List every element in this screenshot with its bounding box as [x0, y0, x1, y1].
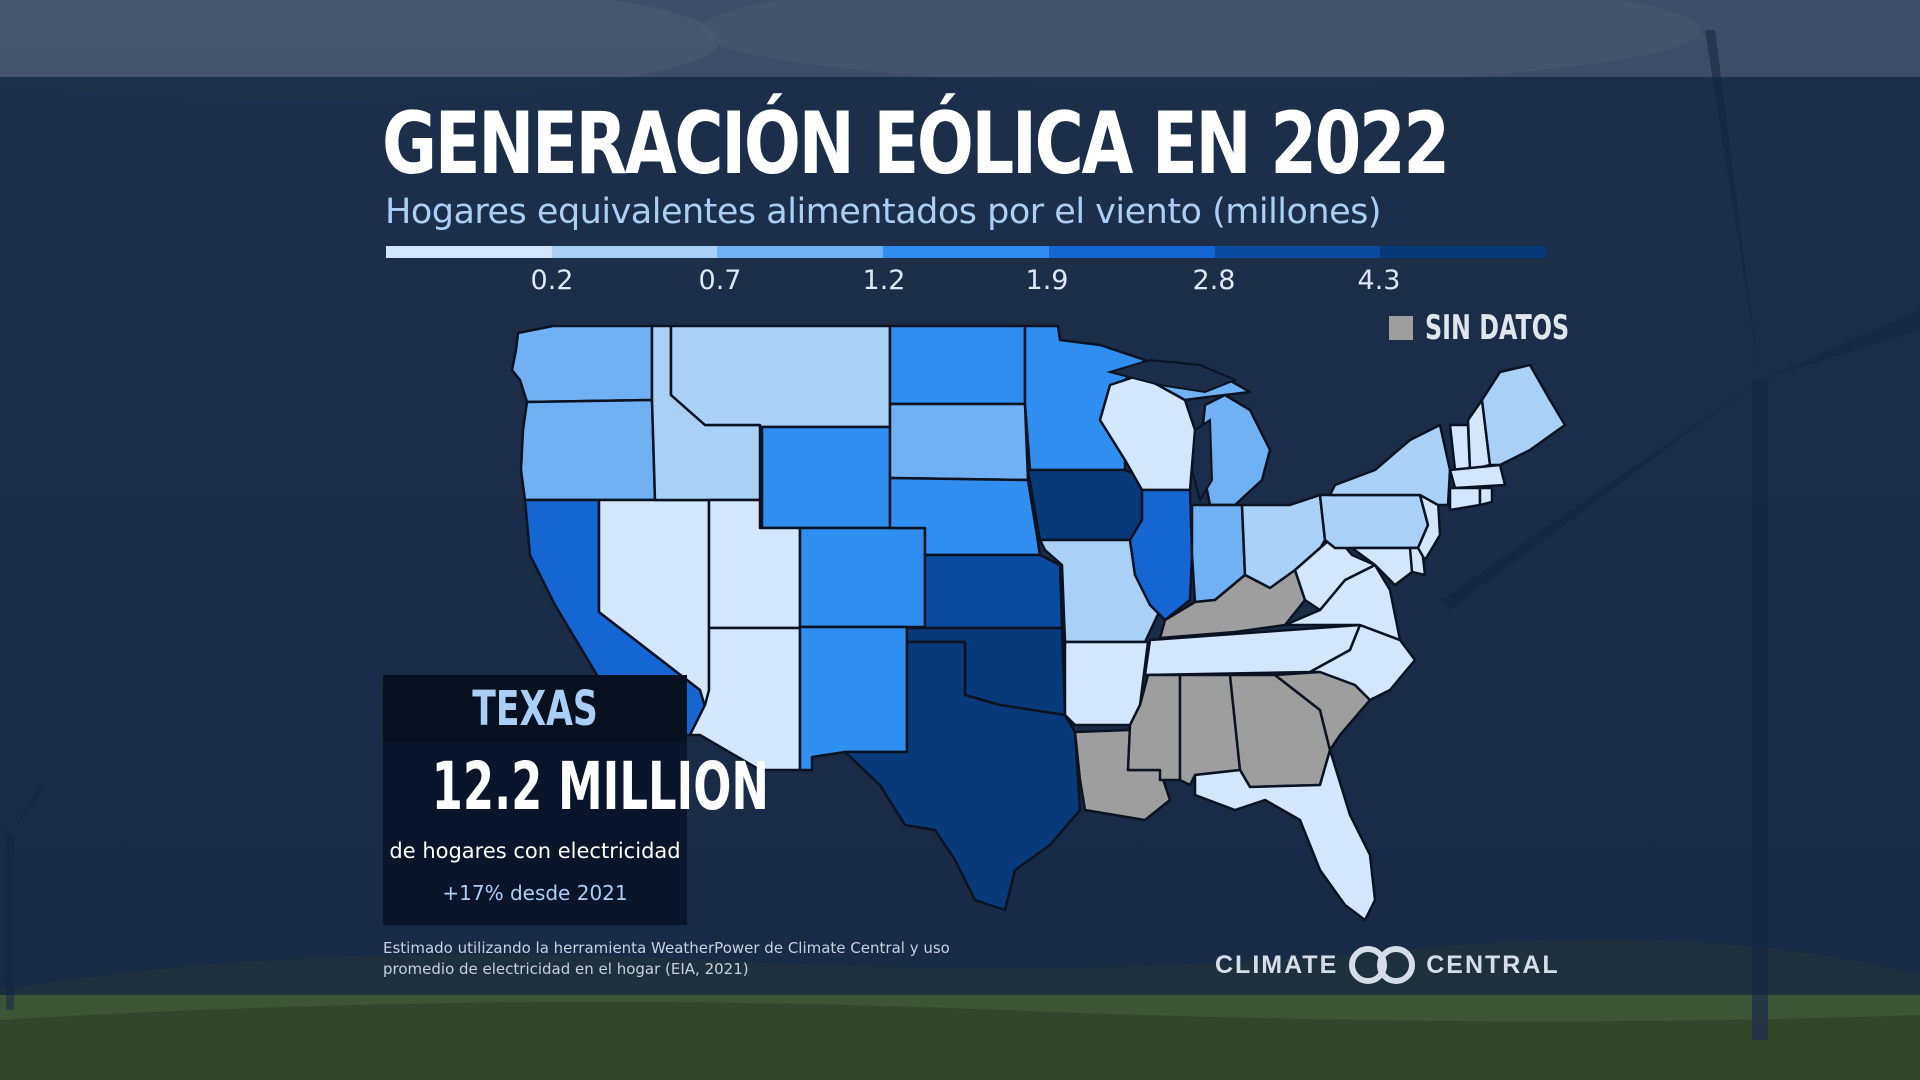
state-kansas: [923, 553, 1064, 630]
state-south-dakota: [888, 402, 1030, 482]
climate-central-logo: CLIMATE CENTRAL: [1215, 940, 1560, 990]
state-montana: [669, 324, 892, 429]
callout-header: TEXAS: [383, 675, 687, 742]
no-data-label: SIN DATOS: [1425, 308, 1570, 348]
state-north-dakota: [888, 324, 1027, 406]
legend-swatch-4: [883, 246, 1049, 258]
state-connecticut: [1448, 486, 1482, 512]
state-new-mexico: [798, 625, 909, 772]
legend-tick-label: 1.2: [862, 265, 906, 296]
brand-word-left: CLIMATE: [1215, 950, 1339, 979]
legend-swatch-1: [386, 246, 552, 258]
state-pennsylvania: [1318, 493, 1430, 550]
legend-swatch-5: [1048, 246, 1215, 258]
state-maine: [1480, 363, 1567, 467]
legend-tick-label: 2.8: [1192, 265, 1236, 296]
state-vermont: [1448, 423, 1472, 472]
legend-swatch-2: [551, 246, 718, 258]
brand-word-right: CENTRAL: [1426, 950, 1560, 979]
callout-description: de hogares con electricidad: [389, 839, 681, 863]
no-data-swatch: [1389, 316, 1413, 340]
color-legend: [386, 246, 1547, 258]
state-washington: [510, 324, 654, 404]
state-iowa: [1026, 468, 1144, 542]
lake-michigan: [1190, 418, 1214, 503]
great-lakes: [1106, 358, 1238, 503]
state-texas: [843, 640, 1082, 912]
state-rhode-island: [1478, 486, 1494, 507]
legend-swatch-3: [717, 246, 884, 258]
infinity-logo-icon: [1349, 946, 1416, 984]
state-florida: [1193, 748, 1377, 922]
legend-swatch-7: [1380, 246, 1547, 258]
state-new-york: [1328, 423, 1452, 507]
source-note: Estimado utilizando la herramienta Weath…: [383, 938, 1023, 980]
source-line: Estimado utilizando la herramienta Weath…: [383, 939, 950, 957]
legend-tick-label: 0.2: [530, 265, 574, 296]
state-north-carolina: [1308, 623, 1417, 702]
callout-change: +17% desde 2021: [442, 881, 628, 905]
map-subtitle: Hogares equivalentes alimentados por el …: [385, 192, 1382, 232]
no-data-legend: SIN DATOS: [1389, 308, 1631, 348]
map-title: GENERACIÓN EÓLICA EN 2022: [382, 94, 1450, 194]
source-line: promedio de electricidad en el hogar (EI…: [383, 960, 749, 978]
legend-tick-label: 1.9: [1025, 265, 1069, 296]
state-colorado: [798, 526, 927, 629]
state-wyoming: [760, 425, 892, 530]
texas-callout: TEXAS 12.2 MILLION de hogares con electr…: [383, 675, 769, 925]
state-oregon: [519, 398, 657, 502]
state-massachusetts: [1448, 463, 1507, 490]
legend-swatch-6: [1214, 246, 1381, 258]
legend-tick-label: 0.7: [698, 265, 742, 296]
state-maryland: [1350, 546, 1420, 587]
legend-tick-label: 4.3: [1357, 265, 1401, 296]
lake-superior: [1106, 358, 1238, 394]
callout-value: 12.2 MILLION: [431, 748, 769, 825]
callout-state-name: TEXAS: [472, 681, 598, 737]
